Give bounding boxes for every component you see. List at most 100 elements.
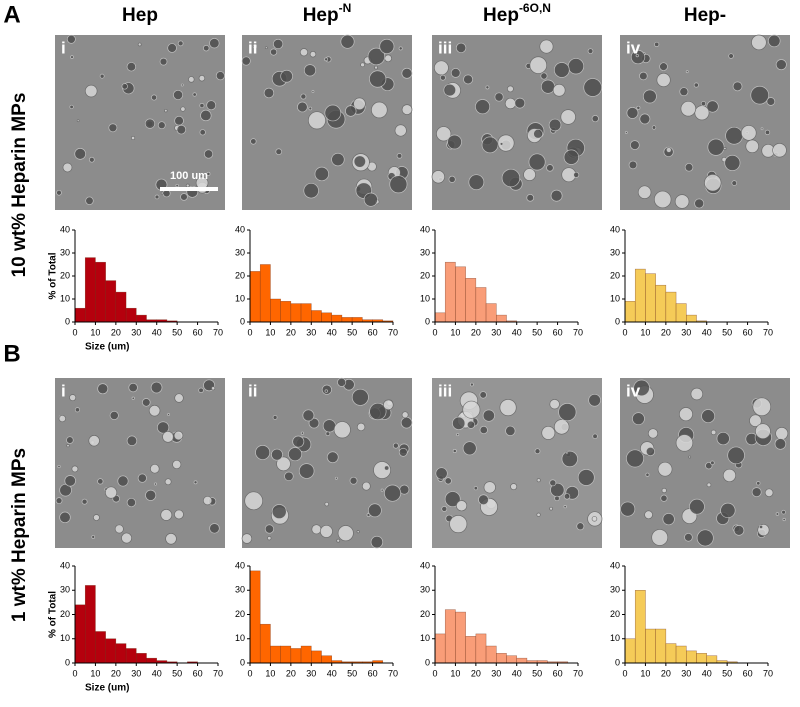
- bar: [136, 653, 147, 664]
- particle: [651, 125, 657, 130]
- column-header: Hep-: [684, 5, 726, 26]
- particle: [523, 168, 536, 181]
- particle: [745, 139, 759, 154]
- particle: [463, 74, 474, 85]
- bar: [290, 648, 302, 664]
- particle: [707, 138, 725, 156]
- bar: [125, 307, 137, 323]
- particle: [97, 478, 104, 485]
- particle: [241, 533, 253, 544]
- particle: [55, 497, 63, 505]
- panel-label: ii: [248, 381, 257, 400]
- bar: [321, 655, 332, 664]
- particle: [336, 538, 341, 543]
- particle: [165, 533, 177, 545]
- bar: [321, 312, 332, 323]
- y-tick-label: 0: [65, 316, 70, 326]
- particle: [401, 104, 413, 115]
- y-tick-label: 10: [610, 293, 620, 303]
- particle: [215, 71, 225, 81]
- particle: [121, 532, 133, 544]
- y-tick-label: 30: [420, 247, 430, 257]
- particle: [400, 416, 413, 429]
- particle: [160, 509, 173, 521]
- column-header: Hep: [122, 5, 158, 26]
- particle: [250, 138, 257, 145]
- particle: [324, 57, 328, 62]
- particle: [565, 451, 569, 455]
- particle: [645, 472, 650, 477]
- particle: [198, 75, 206, 82]
- particle: [74, 407, 81, 413]
- row-label: 1 wt% Heparin MPs: [9, 448, 30, 622]
- y-tick-label: 10: [235, 633, 245, 643]
- x-tick-label: 0: [72, 327, 77, 337]
- particle: [206, 171, 211, 176]
- y-tick-label: 10: [610, 633, 620, 643]
- y-tick-label: 20: [420, 270, 430, 280]
- bar: [696, 653, 707, 664]
- particle: [160, 191, 164, 195]
- particle: [383, 399, 394, 411]
- particle: [693, 82, 699, 88]
- particle: [710, 429, 717, 436]
- panel-letter: A: [3, 1, 20, 28]
- x-tick-label: 10: [265, 668, 275, 678]
- particle: [444, 491, 461, 508]
- particle: [661, 487, 667, 494]
- particle: [300, 431, 305, 435]
- bar: [351, 317, 363, 323]
- particle: [722, 468, 737, 483]
- scale-bar-label: 100 um: [170, 170, 208, 182]
- particle: [299, 48, 309, 57]
- x-tick-label: 30: [681, 668, 691, 678]
- particle: [528, 153, 546, 171]
- particle: [131, 135, 136, 141]
- bar: [249, 570, 261, 664]
- y-tick-label: 0: [240, 657, 245, 667]
- bar: [645, 273, 656, 323]
- panel-letter: B: [3, 340, 20, 367]
- particle: [675, 434, 694, 452]
- y-tick-label: 20: [60, 609, 70, 619]
- x-tick-label: 70: [388, 327, 398, 337]
- particle: [633, 379, 650, 397]
- particle: [689, 498, 705, 515]
- panel-label: iv: [626, 38, 641, 57]
- particle: [499, 399, 517, 417]
- particle: [198, 387, 204, 394]
- particle: [298, 463, 315, 479]
- x-tick-label: 60: [553, 668, 563, 678]
- x-tick-label: 50: [532, 327, 542, 337]
- particle: [653, 190, 672, 209]
- particle: [57, 464, 61, 469]
- particle: [485, 85, 490, 90]
- particle: [241, 56, 251, 66]
- x-tick-label: 10: [90, 668, 100, 678]
- x-tick-label: 40: [702, 327, 712, 337]
- particle: [211, 386, 216, 391]
- particle: [728, 53, 734, 59]
- particle: [88, 435, 100, 447]
- bar: [84, 585, 96, 664]
- bar: [516, 657, 528, 664]
- particle: [443, 83, 457, 97]
- particle: [539, 39, 554, 54]
- particle: [334, 476, 338, 480]
- particle: [369, 402, 387, 421]
- particle: [710, 460, 715, 466]
- particle: [620, 501, 636, 517]
- particle: [349, 476, 358, 485]
- y-tick-label: 10: [420, 293, 430, 303]
- particle: [114, 524, 124, 534]
- particle: [360, 62, 365, 68]
- y-tick-label: 30: [235, 247, 245, 257]
- particle: [468, 174, 485, 191]
- particle: [309, 51, 317, 58]
- y-tick-label: 40: [60, 560, 70, 570]
- particle: [154, 482, 158, 486]
- particle: [526, 194, 535, 202]
- particle: [775, 512, 780, 516]
- particle: [760, 127, 764, 131]
- particle: [766, 97, 776, 106]
